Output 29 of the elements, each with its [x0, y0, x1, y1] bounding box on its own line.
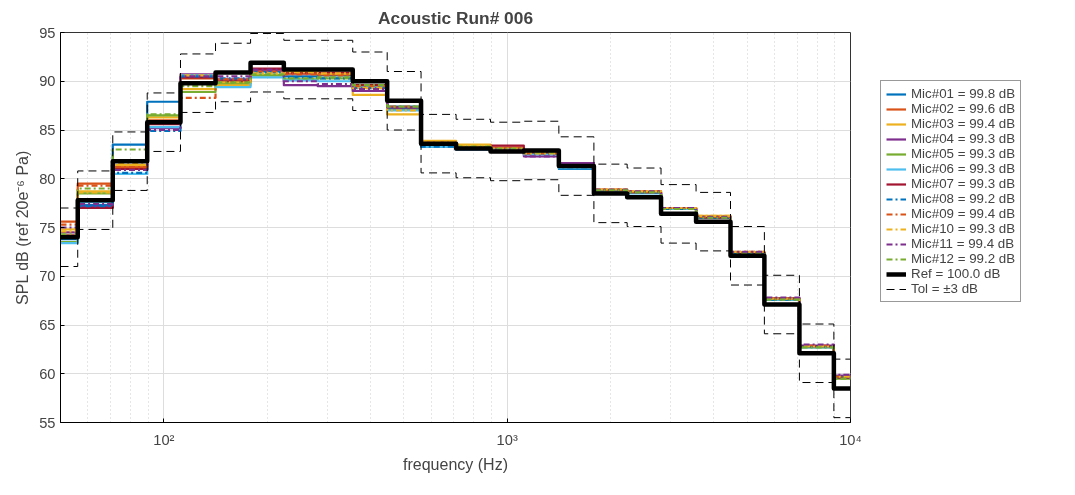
y-tick-label: 85: [39, 122, 56, 138]
legend-label: Mic#04 = 99.3 dB: [911, 131, 1016, 146]
legend-label: Mic#03 = 99.4 dB: [911, 116, 1016, 131]
y-tick-label: 55: [39, 414, 56, 431]
y-tick-label: 70: [39, 268, 56, 285]
y-tick-label: 75: [39, 219, 56, 236]
legend-label: Tol = ±3 dB: [911, 281, 978, 296]
legend-label: Mic#09 = 99.4 dB: [911, 206, 1016, 221]
legend-label: Mic#11 = 99.4 dB: [911, 236, 1015, 251]
legend-label: Mic#10 = 99.3 dB: [911, 221, 1016, 236]
legend-label: Mic#02 = 99.6 dB: [911, 101, 1016, 116]
chart-title: Acoustic Run# 006: [377, 7, 534, 28]
x-tick-label: 10⁴: [839, 431, 862, 448]
legend-label: Mic#01 = 99.8 dB: [911, 86, 1016, 101]
y-tick-label: 90: [39, 73, 56, 90]
legend-label: Mic#12 = 99.2 dB: [911, 251, 1016, 266]
legend-label: Mic#06 = 99.3 dB: [911, 161, 1016, 176]
y-tick-label: 80: [39, 170, 56, 187]
y-axis-title: SPL dB (ref 20e⁻⁶ Pa): [14, 150, 32, 305]
legend-label: Mic#05 = 99.3 dB: [911, 146, 1016, 161]
legend-label: Mic#08 = 99.2 dB: [911, 191, 1016, 206]
x-axis-title: frequency (Hz): [403, 455, 508, 473]
legend-label: Ref = 100.0 dB: [911, 266, 1001, 281]
y-tick-label: 95: [39, 24, 56, 41]
x-tick-label: 10²: [153, 431, 175, 448]
x-tick-label: 10³: [496, 431, 518, 448]
y-tick-label: 60: [39, 365, 56, 382]
legend-label: Mic#07 = 99.3 dB: [911, 176, 1016, 191]
y-tick-label: 65: [39, 317, 56, 333]
